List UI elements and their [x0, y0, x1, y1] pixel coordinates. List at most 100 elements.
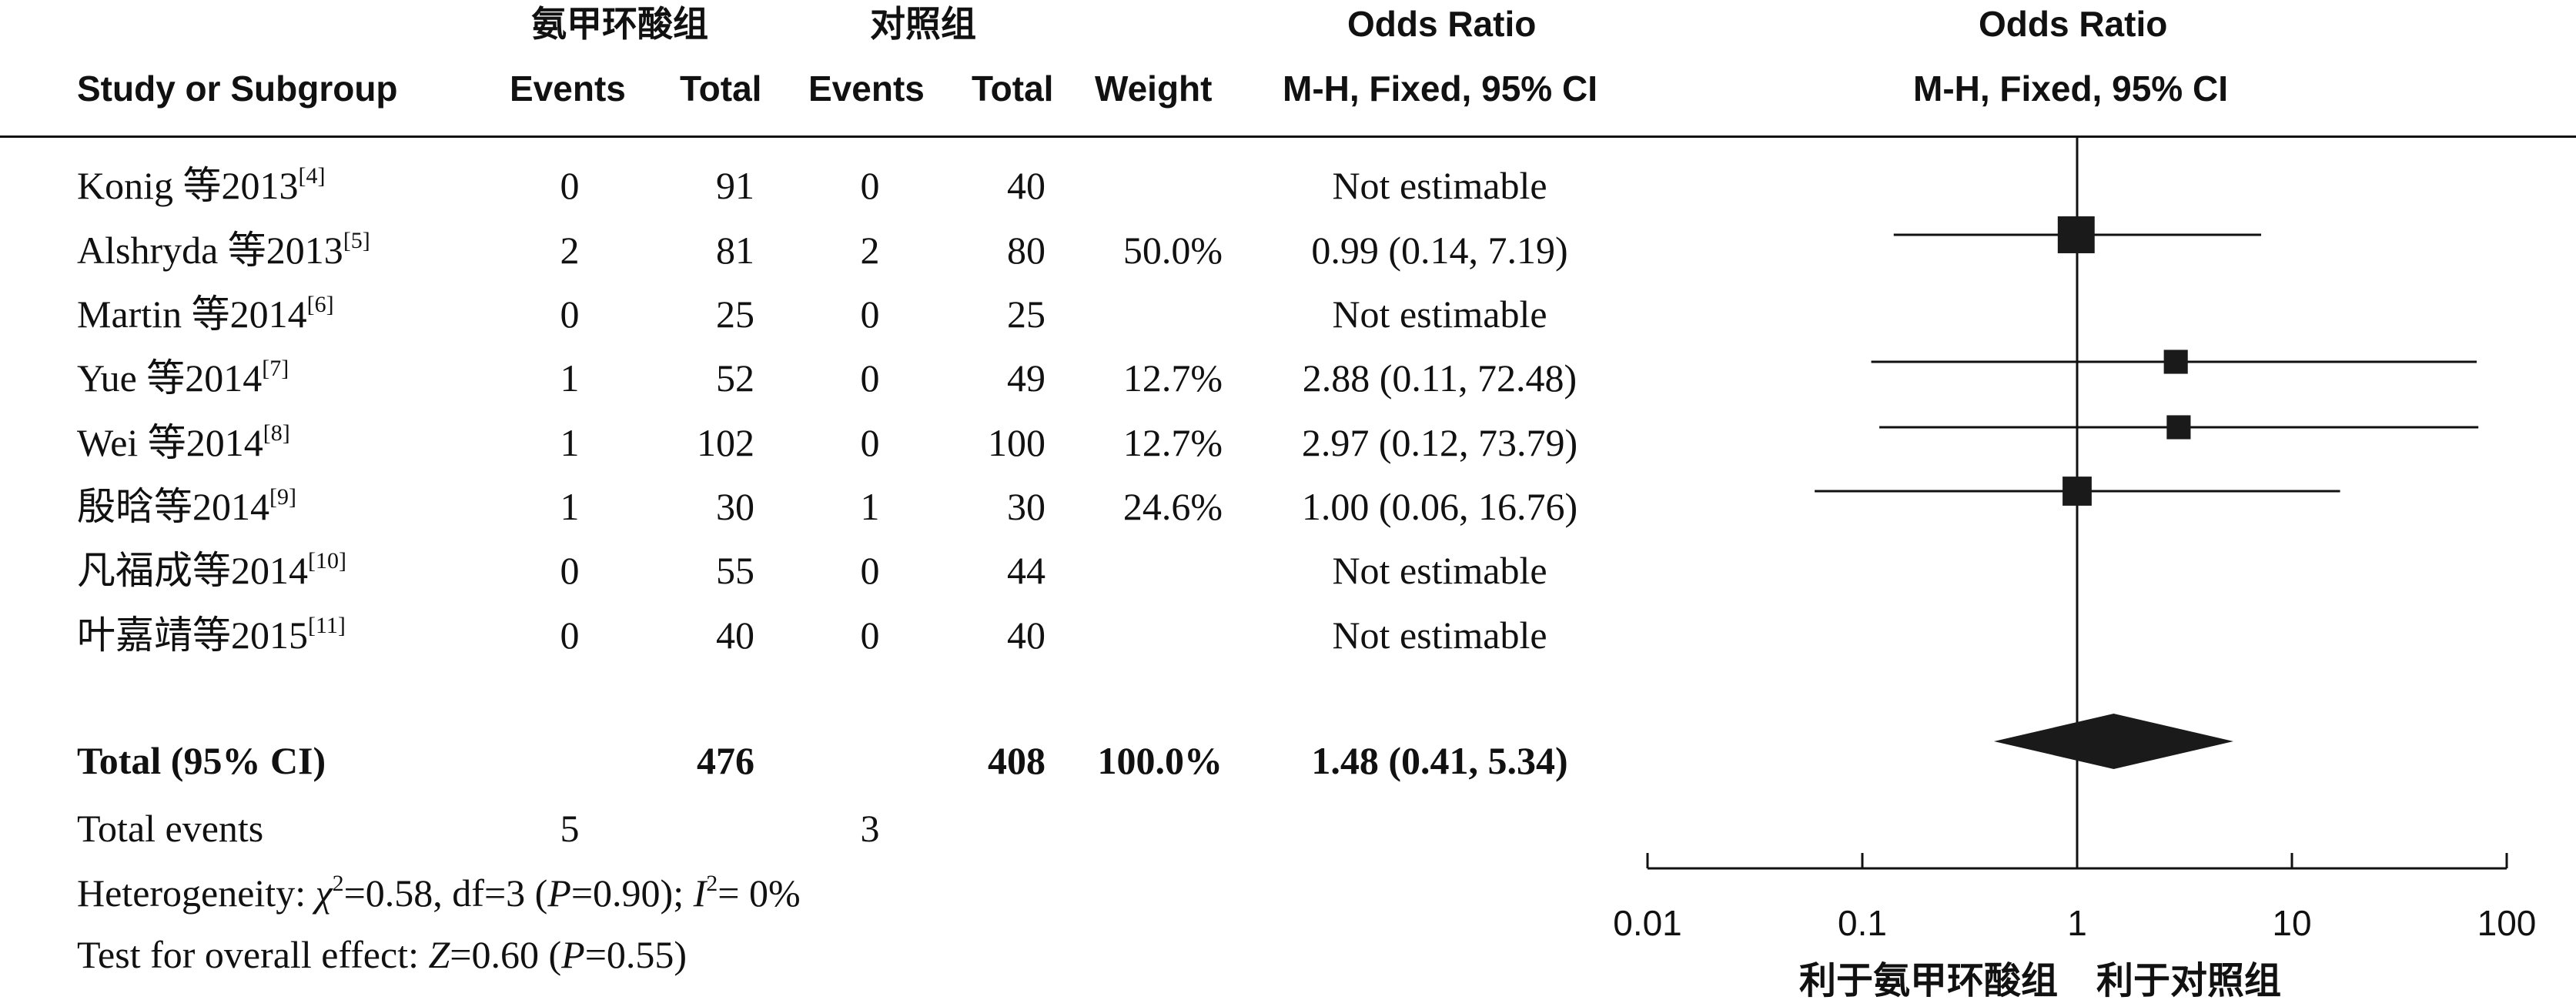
study-name: Yue 等2014[7] [77, 356, 289, 400]
header-or-title: Odds Ratio [1347, 4, 1537, 44]
point-estimate-square [2166, 415, 2191, 440]
study-ci-text: Not estimable [1332, 164, 1547, 207]
study-ctrl-total: 44 [1007, 549, 1045, 592]
x-tick-label: 0.01 [1613, 903, 1682, 943]
chi-square-superscript: 2 [332, 871, 344, 896]
study-ctrl-total: 100 [988, 421, 1045, 464]
i-value: = 0% [718, 871, 801, 915]
favours-left-label: 利于氨甲环酸组 [1799, 959, 2058, 1000]
study-label: 凡福成等2014 [77, 549, 308, 592]
study-ctrl-total: 30 [1007, 485, 1045, 528]
x-tick-label: 100 [2477, 903, 2537, 943]
study-ctrl-events: 0 [860, 614, 880, 657]
study-ctrl-events: 0 [860, 549, 880, 592]
study-label: 殷晗等2014 [77, 485, 269, 528]
study-ctrl-events: 0 [860, 356, 880, 400]
study-ctrl-total: 25 [1007, 293, 1045, 336]
p-symbol: P [547, 871, 571, 915]
z-symbol: Z [428, 933, 450, 976]
study-exp-events: 0 [560, 293, 580, 336]
overall-p-value: =0.55) [584, 933, 687, 976]
header-exp-total: Total [680, 69, 762, 109]
study-ci-text: Not estimable [1332, 614, 1547, 657]
chi-symbol: χ [315, 871, 333, 915]
study-exp-total: 40 [716, 614, 754, 657]
z-value: =0.60 ( [450, 933, 562, 976]
study-ctrl-total: 40 [1007, 164, 1045, 207]
header-group-experimental: 氨甲环酸组 [531, 4, 708, 44]
study-ci-text: Not estimable [1332, 293, 1547, 336]
study-reference: [9] [269, 484, 296, 510]
heterogeneity-stat: Heterogeneity: χ2=0.58, df=3 (P=0.90); I… [77, 871, 801, 915]
overall-effect-stat: Test for overall effect: Z=0.60 (P=0.55) [77, 935, 687, 974]
study-ctrl-events: 1 [860, 485, 880, 528]
study-exp-events: 1 [560, 356, 580, 400]
study-weight: 12.7% [1122, 421, 1223, 464]
study-label: Yue 等2014 [77, 356, 263, 400]
total-events-label: Total events [77, 807, 264, 850]
study-exp-total: 55 [716, 549, 754, 592]
header-or-method: M-H, Fixed, 95% CI [1283, 69, 1597, 109]
x-tick-label: 1 [2067, 903, 2087, 943]
study-reference: [4] [298, 163, 326, 189]
study-reference: [11] [308, 613, 346, 638]
i-square-superscript: 2 [706, 871, 718, 896]
study-exp-total: 52 [716, 356, 754, 400]
header-weight: Weight [1095, 69, 1213, 109]
i-symbol: I [693, 871, 707, 915]
study-name: Wei 等2014[8] [77, 420, 290, 463]
study-reference: [6] [306, 292, 334, 317]
study-exp-total: 81 [716, 229, 754, 272]
study-exp-events: 0 [560, 614, 580, 657]
total-events-ctrl: 3 [860, 807, 880, 850]
point-estimate-square [2057, 216, 2095, 253]
study-weight: 24.6% [1122, 485, 1223, 528]
study-name: 殷晗等2014[9] [77, 484, 296, 528]
total-exp-total: 476 [697, 739, 754, 782]
header-plot-method: M-H, Fixed, 95% CI [1913, 69, 2228, 109]
study-ci-text: Not estimable [1332, 549, 1547, 592]
study-reference: [8] [263, 420, 290, 446]
header-rule [0, 135, 2576, 138]
heterogeneity-p-value: =0.90); [570, 871, 694, 915]
study-name: Alshryda 等2013[5] [77, 229, 370, 272]
chi-value: =0.58, df=3 ( [343, 871, 548, 915]
study-ci-text: 1.00 (0.06, 16.76) [1301, 485, 1578, 528]
overall-p-symbol: P [561, 933, 585, 976]
study-ctrl-events: 0 [860, 293, 880, 336]
total-label: Total (95% CI) [77, 739, 326, 782]
total-ctrl-total: 408 [988, 739, 1045, 782]
study-label: Martin 等2014 [77, 293, 307, 336]
total-events-exp: 5 [560, 807, 580, 850]
pooled-diamond [1993, 714, 2233, 769]
study-ctrl-events: 2 [860, 229, 880, 272]
total-weight: 100.0% [1097, 739, 1223, 782]
study-name: Martin 等2014[6] [77, 292, 334, 336]
header-plot-title: Odds Ratio [1979, 4, 2168, 44]
study-ctrl-events: 0 [860, 421, 880, 464]
study-ctrl-total: 80 [1007, 229, 1045, 272]
header-study: Study or Subgroup [77, 69, 398, 109]
study-ctrl-total: 40 [1007, 614, 1045, 657]
study-exp-total: 30 [716, 485, 754, 528]
study-reference: [7] [262, 356, 289, 381]
study-ctrl-events: 0 [860, 164, 880, 207]
study-exp-events: 0 [560, 549, 580, 592]
study-weight: 50.0% [1122, 229, 1223, 272]
study-name: 叶嘉靖等2015[11] [77, 613, 346, 657]
study-ci-text: 0.99 (0.14, 7.19) [1311, 229, 1568, 272]
study-name: 凡福成等2014[10] [77, 549, 346, 592]
total-ci-text: 1.48 (0.41, 5.34) [1311, 739, 1568, 782]
overall-prefix: Test for overall effect: [77, 933, 429, 976]
header-ctrl-events: Events [808, 69, 925, 109]
study-label: Konig 等2013 [77, 164, 299, 207]
header-group-control: 对照组 [870, 4, 976, 44]
favours-right-label: 利于对照组 [2096, 959, 2281, 1000]
study-label: 叶嘉靖等2015 [77, 614, 308, 657]
study-exp-total: 25 [716, 293, 754, 336]
x-tick-label: 10 [2272, 903, 2311, 943]
study-label: Alshryda 等2013 [77, 229, 343, 272]
study-weight: 12.7% [1122, 356, 1223, 400]
study-exp-total: 91 [716, 164, 754, 207]
study-name: Konig 等2013[4] [77, 163, 326, 207]
